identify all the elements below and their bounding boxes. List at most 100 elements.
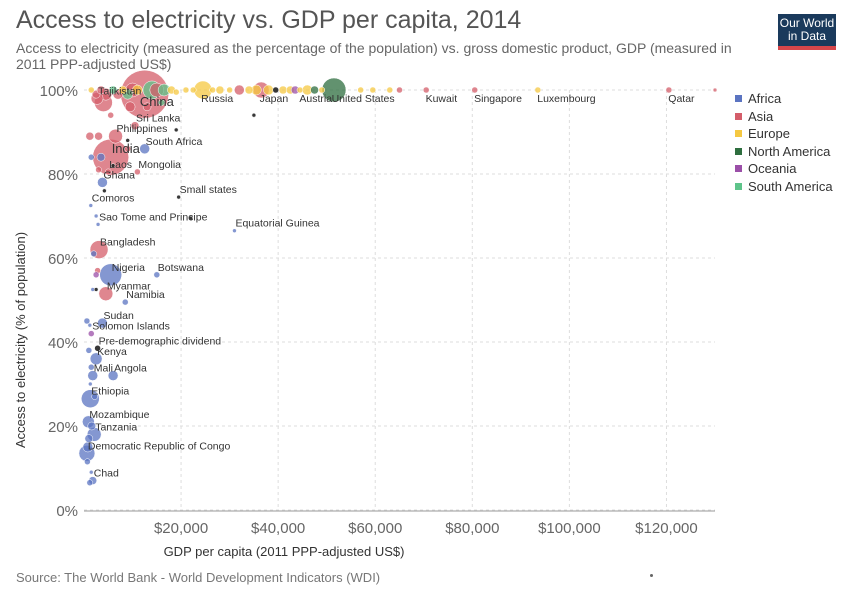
data-point[interactable]: [251, 112, 257, 118]
x-axis-label: GDP per capita (2011 PPP-adjusted US$): [164, 544, 405, 559]
labeled-data-point[interactable]: [98, 286, 114, 301]
data-point[interactable]: [92, 271, 100, 279]
data-point[interactable]: [124, 145, 131, 153]
labeled-data-point[interactable]: [176, 194, 181, 200]
data-point[interactable]: [142, 102, 152, 112]
data-point[interactable]: [188, 215, 194, 221]
point-label: Sao Tome and Principe: [99, 211, 208, 223]
data-point[interactable]: [88, 363, 95, 371]
labeled-data-point[interactable]: [153, 271, 161, 279]
data-point[interactable]: [90, 250, 97, 258]
chart-legend[interactable]: Africa Asia Europe North America Oceania Sout…: [735, 90, 833, 195]
axes: 0% 20% 40% 60% 80% 100% $20,000 $40,000 $60,000 $…: [40, 83, 715, 537]
data-point[interactable]: [85, 131, 95, 141]
labeled-data-point[interactable]: [296, 86, 304, 94]
owid-logo[interactable]: Our World in Data: [778, 14, 836, 50]
chart-title: Access to electricity vs. GDP per capita…: [16, 6, 522, 34]
data-points: [78, 69, 718, 486]
labeled-data-point[interactable]: [232, 228, 237, 233]
data-point[interactable]: [244, 85, 254, 95]
labeled-data-point[interactable]: [534, 86, 542, 94]
point-label: Kenya: [97, 346, 127, 358]
data-point[interactable]: [173, 127, 179, 133]
data-point[interactable]: [386, 86, 394, 94]
data-point[interactable]: [83, 317, 91, 325]
data-point[interactable]: [96, 85, 106, 95]
legend-item[interactable]: Europe: [735, 125, 833, 143]
data-point[interactable]: [215, 85, 225, 95]
data-point[interactable]: [172, 88, 180, 96]
data-point[interactable]: [108, 85, 118, 95]
data-point[interactable]: [95, 166, 102, 174]
data-point[interactable]: [124, 101, 136, 113]
data-point[interactable]: [96, 152, 106, 162]
data-point[interactable]: [93, 213, 99, 219]
labeled-data-point[interactable]: [99, 263, 122, 287]
point-label: Sri Lanka: [136, 113, 181, 125]
data-point[interactable]: [396, 86, 403, 94]
labeled-data-point[interactable]: [97, 317, 108, 329]
data-point[interactable]: [209, 86, 216, 94]
labeled-data-point[interactable]: [134, 168, 141, 176]
data-point[interactable]: [357, 86, 364, 94]
legend-item[interactable]: North America: [735, 143, 833, 161]
data-point[interactable]: [93, 287, 99, 292]
legend-item[interactable]: Africa: [735, 90, 833, 108]
data-point[interactable]: [189, 86, 197, 94]
data-point[interactable]: [226, 86, 233, 94]
labeled-data-point[interactable]: [87, 370, 98, 381]
data-point[interactable]: [91, 393, 98, 400]
legend-swatch: [735, 182, 742, 190]
labeled-data-point[interactable]: [105, 168, 112, 176]
data-point[interactable]: [272, 86, 279, 94]
point-label: Philippines: [117, 123, 168, 135]
grid-lines: [84, 89, 715, 511]
data-point[interactable]: [310, 85, 319, 95]
data-point[interactable]: [84, 458, 91, 465]
labeled-data-point[interactable]: [108, 128, 123, 144]
data-point[interactable]: [86, 479, 94, 486]
data-point[interactable]: [87, 322, 93, 328]
data-point[interactable]: [84, 434, 94, 443]
data-point[interactable]: [102, 188, 107, 194]
labeled-data-point[interactable]: [139, 143, 150, 155]
data-point[interactable]: [88, 381, 93, 387]
data-point[interactable]: [88, 153, 95, 161]
data-point[interactable]: [125, 138, 130, 143]
data-point[interactable]: [369, 86, 377, 94]
labeled-data-point[interactable]: [471, 86, 478, 94]
data-point[interactable]: [318, 86, 326, 94]
data-point[interactable]: [182, 86, 190, 94]
data-point[interactable]: [85, 347, 93, 354]
point-label: Laos: [109, 159, 132, 171]
legend-item[interactable]: South America: [735, 178, 833, 196]
data-point[interactable]: [158, 99, 165, 106]
data-point[interactable]: [234, 84, 245, 96]
data-point[interactable]: [712, 87, 718, 93]
labeled-data-point[interactable]: [89, 352, 103, 366]
legend-item[interactable]: Asia: [735, 108, 833, 126]
labeled-data-point[interactable]: [130, 121, 140, 130]
data-point[interactable]: [132, 84, 143, 96]
data-point[interactable]: [88, 86, 95, 94]
data-point[interactable]: [87, 421, 97, 431]
y-tick-label: 40%: [48, 335, 78, 352]
labeled-data-point[interactable]: [122, 298, 129, 306]
labeled-data-point[interactable]: [665, 86, 673, 94]
data-point[interactable]: [89, 469, 94, 475]
source-note: Source: The World Bank - World Developme…: [16, 570, 381, 585]
labeled-data-point[interactable]: [422, 86, 430, 94]
data-point[interactable]: [110, 163, 116, 168]
data-point[interactable]: [107, 111, 114, 119]
labeled-data-point[interactable]: [88, 203, 94, 208]
labeled-data-point[interactable]: [95, 222, 101, 227]
point-label: Pre-demographic dividend: [99, 335, 222, 347]
data-point[interactable]: [118, 85, 128, 95]
point-label: Small states: [180, 184, 237, 196]
labeled-data-point[interactable]: [97, 177, 108, 188]
legend-item[interactable]: Oceania: [735, 160, 833, 178]
labeled-data-point[interactable]: [88, 330, 95, 337]
labeled-data-point[interactable]: [94, 345, 101, 352]
labeled-data-point[interactable]: [107, 370, 119, 381]
data-point[interactable]: [94, 131, 103, 141]
